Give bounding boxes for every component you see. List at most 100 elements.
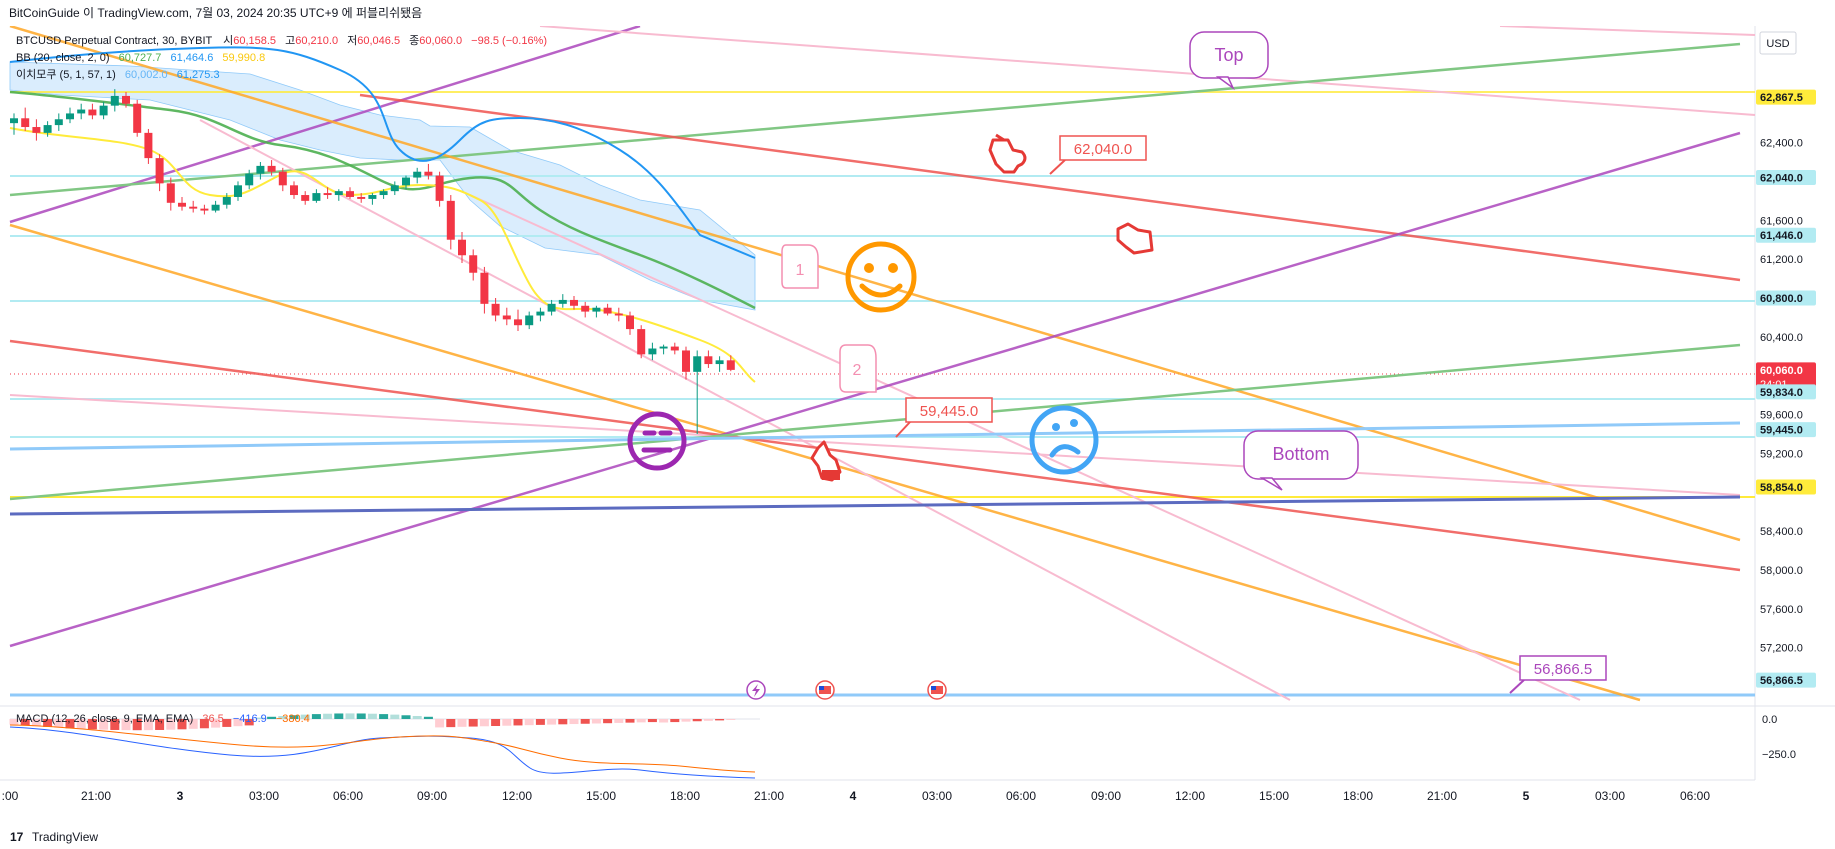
candle-20 xyxy=(234,181,242,201)
chart-canvas[interactable]: Top Bottom 62,040.0 59,445.0 56,866.5 1 … xyxy=(0,26,1835,826)
trendline-pink-top2 xyxy=(1499,26,1756,36)
macd-bar-30 xyxy=(345,713,355,719)
time-tick-16: 18:00 xyxy=(1343,789,1373,803)
time-tick-3: 03:00 xyxy=(249,789,279,803)
candle-19 xyxy=(222,193,231,209)
price-tick-1: 61,600.0 xyxy=(1760,215,1803,227)
neutral-emoji-icon[interactable] xyxy=(627,411,687,471)
callout-bottom[interactable]: Bottom xyxy=(1243,430,1359,491)
price-note-59445[interactable]: 59,445.0 xyxy=(895,397,993,438)
macd-pane xyxy=(9,713,760,779)
price-note-62040[interactable]: 62,040.0 xyxy=(1049,135,1147,175)
macd-bar-5 xyxy=(65,719,75,729)
candle-42 xyxy=(480,266,489,314)
candle-57 xyxy=(648,342,657,361)
price-note-56866[interactable]: 56,866.5 xyxy=(1509,655,1607,694)
smile-emoji-icon[interactable] xyxy=(845,241,917,313)
price-label-5: 59,834.0 xyxy=(1756,384,1816,400)
price-label-8: 56,866.5 xyxy=(1756,672,1816,688)
candle-34 xyxy=(390,181,399,196)
publish-caption: BitCoinGuide 이 TradingView.com, 7월 03, 2… xyxy=(9,6,423,20)
pointing-hand-icon-1[interactable] xyxy=(988,133,1027,174)
macd-bar-36 xyxy=(412,715,422,719)
legend-bb-label: BB (20, close, 2, 0) xyxy=(16,52,110,64)
macd-signal-line xyxy=(9,724,756,773)
trendline-purple-1 xyxy=(9,26,641,224)
price-label-text-1: 62,040.0 xyxy=(1760,173,1803,185)
macd-tick-1: −250.0 xyxy=(1762,749,1796,761)
candle-30 xyxy=(346,187,354,199)
candle-13 xyxy=(155,154,164,192)
candle-47 xyxy=(536,307,545,322)
candle-48 xyxy=(547,299,556,316)
legend-ichimoku-b: 61,275.3 xyxy=(177,69,220,81)
candle-9 xyxy=(110,89,119,112)
macd-bar-8 xyxy=(99,719,109,730)
svg-text:BTCUSD Perpetual Contract, 30,: BTCUSD Perpetual Contract, 30, BYBIT 시60… xyxy=(16,34,547,47)
price-axis[interactable]: USD 62,400.0 61,600.0 61,200.0 60,400.0 59,6… xyxy=(1756,31,1816,688)
macd-bar-14 xyxy=(166,719,176,730)
candle-46 xyxy=(525,311,534,330)
candle-28 xyxy=(323,187,332,199)
pointing-hand-icon-2[interactable] xyxy=(1116,222,1154,255)
legend-ichimoku-label: 이치모쿠 (5, 1, 57, 1) xyxy=(16,68,116,81)
macd-bar-6 xyxy=(76,719,86,729)
macd-line xyxy=(9,726,756,779)
time-axis[interactable]: :00 21:00 3 03:00 06:00 09:00 12:00 15:00 18:00 2… xyxy=(2,789,1711,803)
candle-29 xyxy=(334,189,343,201)
macd-bar-64 xyxy=(726,719,736,720)
callout-bottom-text: Bottom xyxy=(1272,444,1329,464)
candle-14 xyxy=(166,177,175,211)
price-label-2: 61,446.0 xyxy=(1756,227,1816,243)
legend-macd-hist: 36.5 xyxy=(202,713,223,725)
time-tick-9: 21:00 xyxy=(754,789,784,803)
macd-bar-38 xyxy=(435,719,445,728)
macd-bar-58 xyxy=(659,719,669,723)
time-tick-17: 21:00 xyxy=(1427,789,1457,803)
price-label-7: 58,854.0 xyxy=(1756,479,1816,495)
tradingview-brand[interactable]: TradingView xyxy=(32,830,99,844)
price-label-text-4: 60,060.0 xyxy=(1760,365,1803,377)
event-icon-flag-us-1[interactable] xyxy=(815,680,835,700)
tradingview-logo-icon[interactable]: 17 xyxy=(10,830,24,844)
price-label-3: 60,800.0 xyxy=(1756,290,1816,306)
candle-62 xyxy=(704,350,713,368)
pointing-hand-icon-3[interactable] xyxy=(810,440,842,482)
event-icon-flag-us-2[interactable] xyxy=(927,680,947,700)
macd-bar-20 xyxy=(233,719,243,727)
candle-33 xyxy=(379,189,388,199)
candle-40 xyxy=(458,231,466,264)
macd-bar-11 xyxy=(132,719,142,731)
macd-bar-62 xyxy=(703,719,713,721)
bb-upper xyxy=(9,46,756,259)
callout-top[interactable]: Top xyxy=(1189,31,1269,91)
confused-emoji-icon[interactable] xyxy=(1029,405,1099,475)
trendline-red-1 xyxy=(359,93,1741,282)
candle-24 xyxy=(278,167,287,192)
event-icon-flash[interactable] xyxy=(746,680,766,700)
svg-text:이치모쿠 (5, 1, 57, 1) 60,00: 이치모쿠 (5, 1, 57, 1) 60,002.0 61,275.3 xyxy=(16,68,220,81)
macd-bar-13 xyxy=(155,719,165,730)
time-tick-5: 09:00 xyxy=(417,789,447,803)
price-tick-7: 58,000.0 xyxy=(1760,565,1803,577)
price-tick-5: 59,200.0 xyxy=(1760,448,1803,460)
macd-bar-9 xyxy=(110,719,120,730)
marker-2[interactable]: 2 xyxy=(839,344,877,393)
time-tick-14: 12:00 xyxy=(1175,789,1205,803)
macd-bar-54 xyxy=(614,719,624,723)
price-note-56866-text: 56,866.5 xyxy=(1534,661,1592,678)
marker-1[interactable]: 1 xyxy=(781,244,819,289)
candle-39 xyxy=(446,195,455,250)
candle-18 xyxy=(211,200,220,213)
candle-17 xyxy=(200,204,209,215)
macd-bar-22 xyxy=(255,717,265,719)
candle-64 xyxy=(726,355,735,372)
legend-open: 60,158.5 xyxy=(233,35,276,47)
bb-middle xyxy=(9,90,756,310)
price-note-59445-text: 59,445.0 xyxy=(920,403,978,420)
macd-bar-48 xyxy=(547,719,557,725)
candle-21 xyxy=(245,169,254,190)
macd-bar-33 xyxy=(379,714,389,719)
price-label-0: 62,867.5 xyxy=(1756,89,1816,105)
price-label-1: 62,040.0 xyxy=(1756,170,1816,186)
